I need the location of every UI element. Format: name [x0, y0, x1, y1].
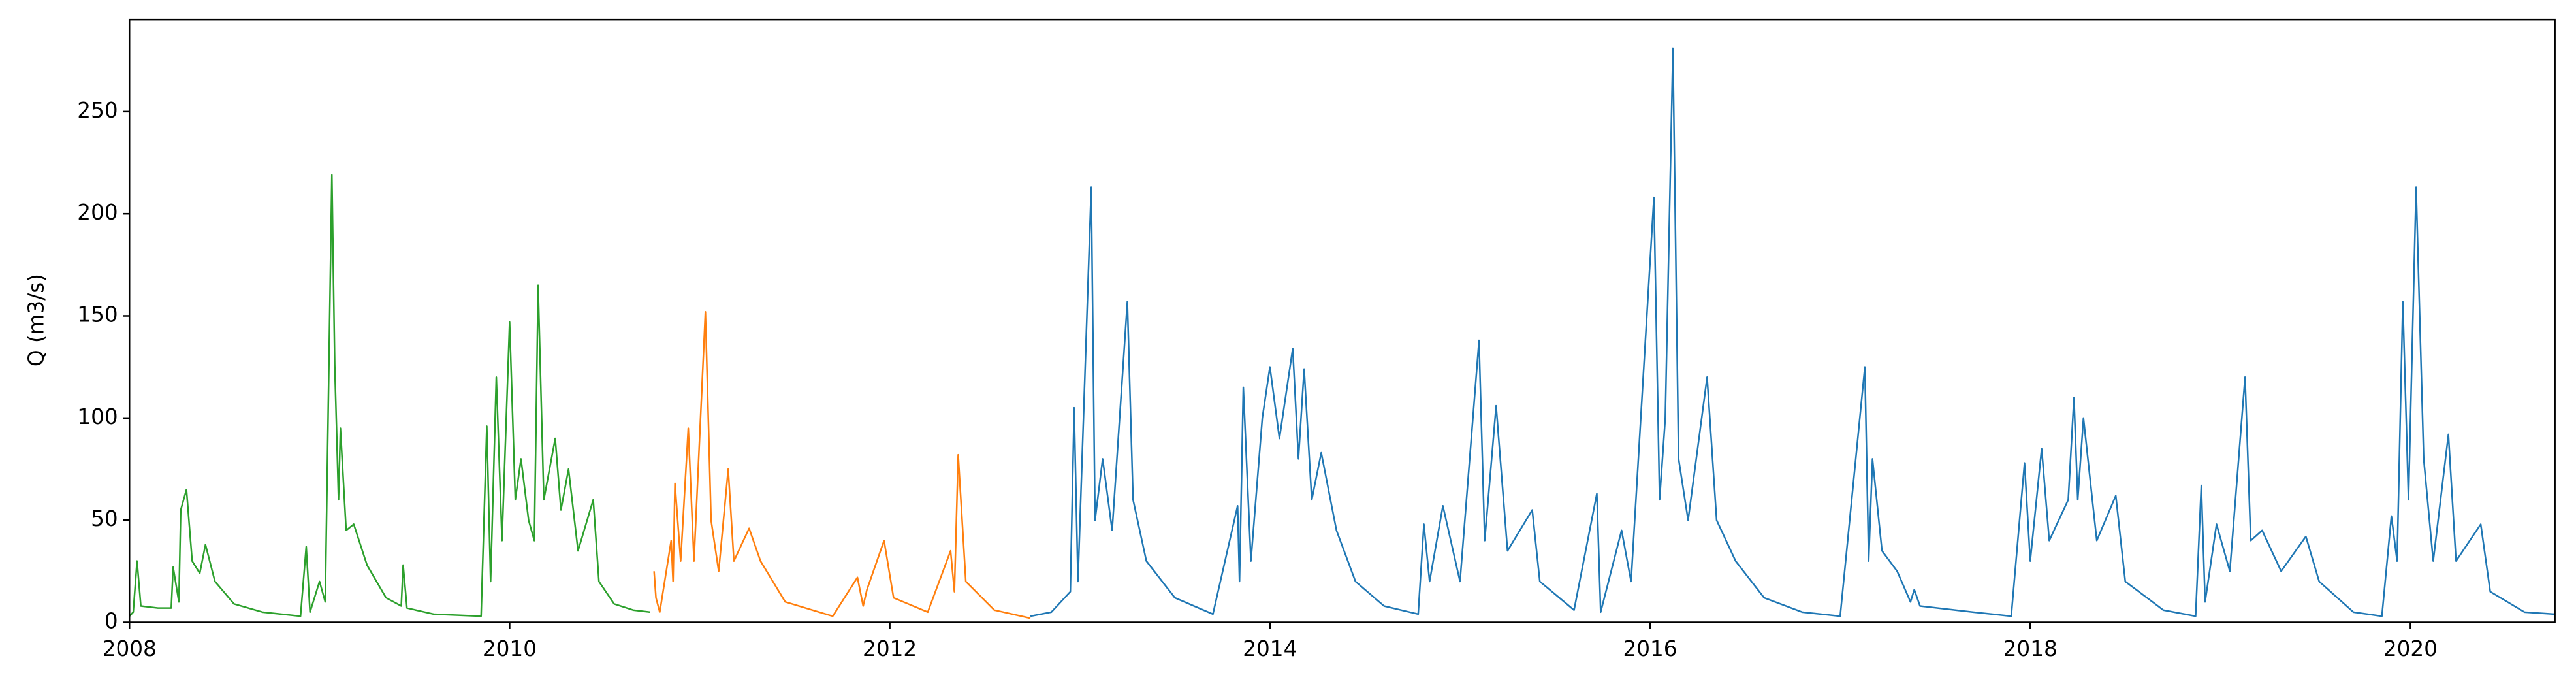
x-tick-label: 2012 [863, 636, 917, 661]
y-tick-label: 100 [77, 404, 118, 429]
data-line [1030, 47, 2555, 617]
y-tick-label: 0 [104, 608, 118, 633]
x-tick-label: 2018 [2003, 636, 2058, 661]
data-line [653, 310, 1031, 619]
x-tick-label: 2014 [1243, 636, 1297, 661]
plot-frame [128, 18, 2556, 623]
y-tick-label: 50 [91, 506, 118, 531]
y-tick-label: 150 [77, 302, 118, 327]
y-tick-label: 250 [77, 98, 118, 123]
data-line [129, 174, 650, 617]
x-tick-label: 2008 [103, 636, 157, 661]
x-tick-label: 2016 [1623, 636, 1677, 661]
x-tick-label: 2020 [2383, 636, 2438, 661]
y-axis-label: Q (m3/s) [24, 274, 48, 367]
y-tick-label: 200 [77, 200, 118, 225]
x-tick-label: 2010 [483, 636, 537, 661]
